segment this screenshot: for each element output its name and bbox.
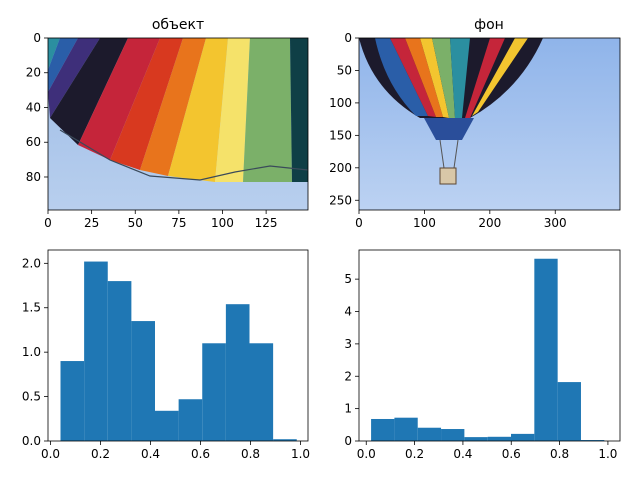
subplot-background-image: фон 0 100 200 300 0 50 100 150 200 250 [329, 17, 621, 230]
histogram-bar [225, 304, 250, 441]
y-tick-label: 20 [26, 66, 41, 80]
x-tick-label: 75 [171, 216, 186, 230]
axis-ticks-object: 0 25 50 75 100 125 0 20 40 60 80 [26, 31, 278, 230]
y-tick-label: 1 [344, 402, 352, 416]
x-tick-label: 100 [413, 216, 436, 230]
y-tick-label: 250 [329, 193, 352, 207]
y-tick-label: 200 [329, 161, 352, 175]
subplot-object-image: объект 0 25 50 75 100 125 0 20 40 60 80 [26, 17, 309, 230]
x-tick-label: 0.8 [241, 447, 260, 461]
histogram-bar [464, 437, 488, 441]
histogram-bar [249, 343, 274, 441]
histogram-bar [155, 410, 179, 441]
histogram-bar [202, 343, 226, 441]
y-tick-label: 5 [344, 272, 352, 286]
x-tick-label: 0.6 [191, 447, 210, 461]
y-tick-label: 150 [329, 128, 352, 142]
histogram-bar [394, 417, 418, 441]
x-tick-label: 300 [544, 216, 567, 230]
x-tick-label: 100 [211, 216, 234, 230]
histogram-bar [557, 382, 581, 441]
histogram-bar [487, 436, 512, 441]
y-tick-label: 3 [344, 337, 352, 351]
x-tick-label: 0.8 [550, 447, 569, 461]
subplot-object-histogram: 0.0 0.2 0.4 0.6 0.8 1.0 0.0 0.5 1.0 1.5 2.0 [22, 249, 310, 461]
y-tick-label: 0.0 [22, 434, 41, 448]
x-tick-label: 1.0 [598, 447, 617, 461]
y-tick-label: 100 [329, 96, 352, 110]
x-tick-label: 0.2 [91, 447, 110, 461]
axes-frame [358, 249, 621, 442]
histogram-bars-object [60, 261, 297, 441]
y-tick-label: 2 [344, 369, 352, 383]
histogram-bar [60, 361, 85, 441]
histogram-bar [441, 429, 465, 441]
y-tick-label: 4 [344, 305, 352, 319]
y-tick-label: 0 [33, 31, 41, 45]
balloon-full-image [359, 38, 620, 210]
histogram-bar [371, 418, 395, 441]
axes-frame [47, 37, 309, 211]
x-tick-label: 0 [355, 216, 363, 230]
histogram-bar [534, 258, 558, 441]
y-tick-label: 1.0 [22, 345, 41, 359]
histogram-bar [273, 439, 297, 441]
subplot-title-background: фон [474, 17, 504, 33]
subplot-title-object: объект [152, 17, 204, 33]
x-tick-label: 1.0 [291, 447, 310, 461]
y-tick-label: 60 [26, 135, 41, 149]
y-tick-label: 50 [337, 63, 352, 77]
histogram-bar [84, 261, 108, 441]
y-tick-label: 80 [26, 170, 41, 184]
x-tick-label: 50 [128, 216, 143, 230]
histogram-bar [580, 440, 605, 441]
y-tick-label: 0 [344, 434, 352, 448]
y-tick-label: 1.5 [22, 301, 41, 315]
x-tick-label: 0.2 [405, 447, 424, 461]
histogram-bar [107, 281, 132, 441]
x-tick-label: 25 [84, 216, 99, 230]
x-tick-label: 0.0 [357, 447, 376, 461]
y-tick-label: 40 [26, 100, 41, 114]
histogram-bar [511, 433, 535, 441]
histogram-bar [131, 321, 155, 441]
x-tick-label: 125 [255, 216, 278, 230]
x-tick-label: 200 [478, 216, 501, 230]
axis-ticks-background-hist: 0.0 0.2 0.4 0.6 0.8 1.0 0 1 2 3 4 5 [344, 272, 617, 461]
x-tick-label: 0 [44, 216, 52, 230]
histogram-bar [178, 399, 203, 441]
histogram-bar [417, 427, 442, 441]
x-tick-label: 0.4 [453, 447, 472, 461]
subplot-background-histogram: 0.0 0.2 0.4 0.6 0.8 1.0 0 1 2 3 4 5 [344, 249, 621, 461]
x-tick-label: 0.4 [141, 447, 160, 461]
axis-ticks-background: 0 100 200 300 0 50 100 150 200 250 [329, 31, 567, 230]
balloon-closeup-image [48, 38, 308, 210]
axes-frame [47, 249, 309, 442]
x-tick-label: 0.0 [41, 447, 60, 461]
y-tick-label: 0 [344, 31, 352, 45]
x-tick-label: 0.6 [502, 447, 521, 461]
y-tick-label: 2.0 [22, 256, 41, 270]
y-tick-label: 0.5 [22, 390, 41, 404]
axis-ticks-object-hist: 0.0 0.2 0.4 0.6 0.8 1.0 0.0 0.5 1.0 1.5 2.0 [22, 256, 310, 461]
histogram-bars-background [371, 258, 605, 441]
